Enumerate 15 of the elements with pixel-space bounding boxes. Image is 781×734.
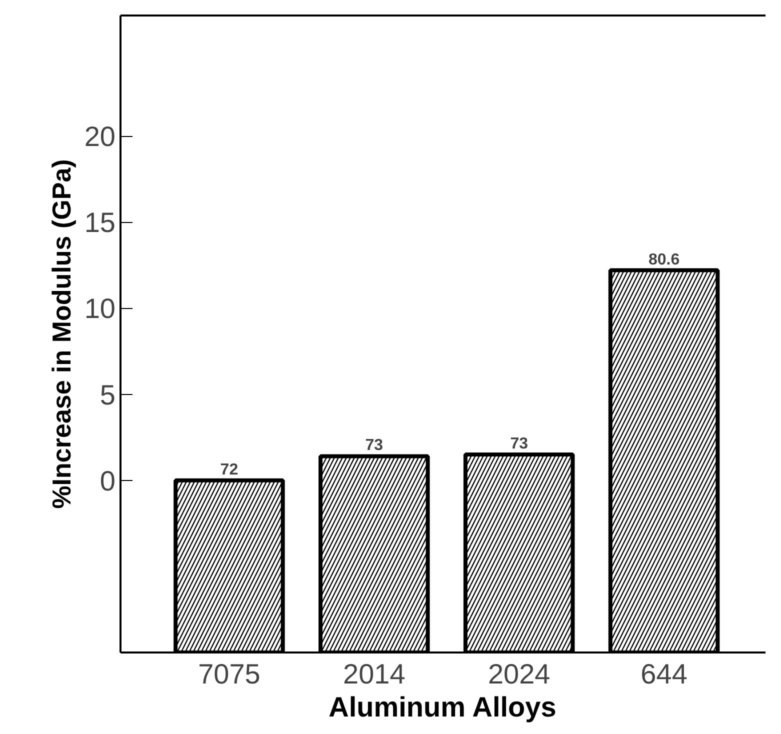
x-tick-label: 2024	[488, 658, 550, 690]
x-tick-label: 7075	[198, 658, 260, 690]
y-tick-label: 20	[84, 121, 116, 152]
y-tick-label: 15	[84, 207, 116, 238]
x-axis-title: Aluminum Alloys	[328, 692, 556, 722]
annotation: 73	[365, 437, 384, 454]
annotation: 73	[510, 436, 528, 453]
x-tick-label: 644	[640, 658, 688, 690]
y-axis-title: %Increase in Modulus (GPa)	[46, 159, 76, 509]
annotation: 80.6	[648, 251, 680, 268]
x-tick-label: 2014	[343, 658, 406, 690]
y-tick-label: 5	[100, 379, 116, 410]
annotation: 72	[220, 461, 238, 478]
y-tick-label: 10	[84, 293, 116, 324]
y-tick-label: 0	[100, 465, 116, 496]
